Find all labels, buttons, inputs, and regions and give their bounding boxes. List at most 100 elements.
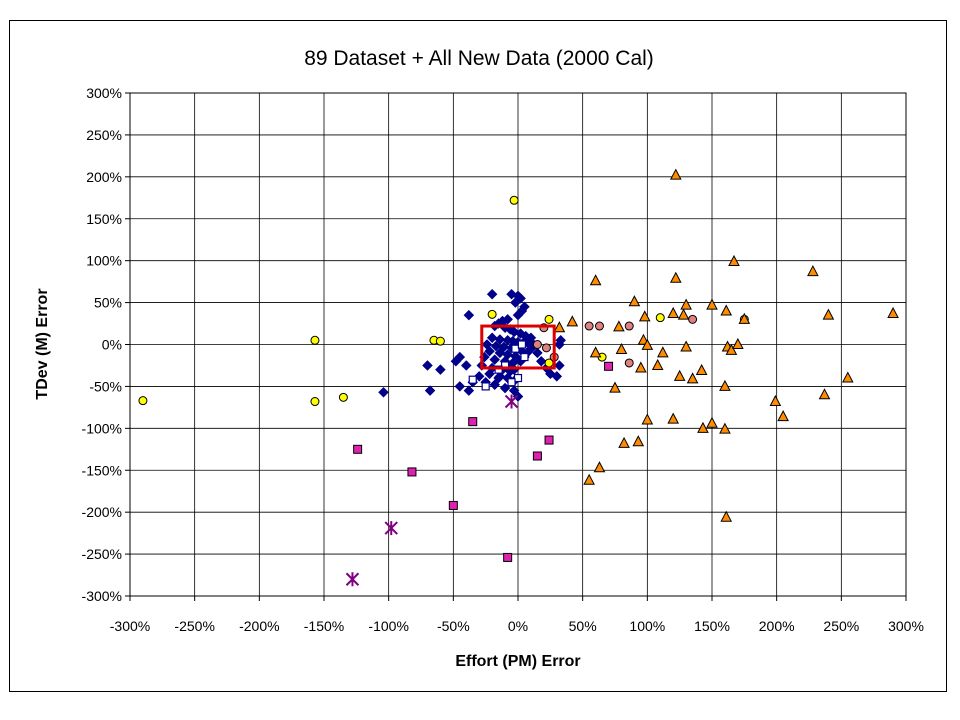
x-tick-label: -150% bbox=[304, 618, 344, 634]
data-point-diamond bbox=[512, 391, 524, 402]
data-point-open-square bbox=[494, 365, 503, 374]
data-point-triangle bbox=[593, 461, 606, 473]
data-point-triangle bbox=[628, 295, 641, 307]
data-point-circle bbox=[541, 343, 551, 353]
data-point-triangle bbox=[609, 381, 621, 393]
data-point-circle bbox=[138, 396, 148, 406]
data-point-triangle bbox=[566, 315, 579, 327]
data-point-triangle bbox=[589, 274, 602, 286]
y-tick-label: -100% bbox=[82, 420, 122, 436]
data-point-diamond bbox=[424, 385, 436, 396]
data-point-triangle bbox=[669, 271, 682, 283]
data-point-diamond bbox=[463, 385, 475, 396]
y-tick-label: -300% bbox=[82, 588, 122, 604]
data-point-triangle bbox=[719, 422, 731, 434]
data-point-diamond bbox=[554, 360, 565, 371]
y-tick-label: 150% bbox=[86, 211, 122, 227]
data-point-diamond bbox=[435, 364, 446, 376]
data-point-diamond bbox=[454, 381, 466, 392]
x-tick-label: 250% bbox=[823, 618, 859, 634]
data-point-triangle bbox=[667, 306, 680, 318]
data-point-circle bbox=[594, 321, 604, 331]
data-point-triangle bbox=[697, 421, 709, 433]
data-point-diamond bbox=[512, 290, 524, 302]
data-point-open-square bbox=[468, 375, 477, 384]
data-point-triangle bbox=[553, 321, 566, 333]
data-point-triangle bbox=[720, 510, 733, 522]
data-point-star bbox=[345, 572, 360, 587]
data-point-open-square bbox=[511, 344, 520, 353]
data-point-triangle bbox=[613, 320, 625, 332]
data-point-triangle bbox=[657, 346, 669, 358]
y-tick-label: 250% bbox=[86, 127, 122, 143]
data-point-square bbox=[407, 467, 417, 477]
data-point-diamond bbox=[460, 360, 472, 371]
y-tick-label: 200% bbox=[86, 169, 122, 185]
data-point-triangle bbox=[641, 413, 654, 425]
data-point-diamond bbox=[450, 355, 462, 367]
data-point-circle bbox=[544, 314, 554, 324]
data-point-triangle bbox=[669, 168, 682, 180]
data-point-circle bbox=[532, 340, 542, 349]
data-point-triangle bbox=[615, 342, 628, 355]
data-point-triangle bbox=[686, 372, 699, 384]
y-tick-label: -50% bbox=[89, 378, 122, 394]
data-point-open-square bbox=[517, 340, 526, 349]
highlight-box bbox=[480, 324, 556, 370]
data-point-diamond bbox=[494, 334, 506, 345]
y-axis-title: TDev (M) Error bbox=[34, 288, 51, 399]
data-point-triangle bbox=[651, 358, 664, 370]
data-point-diamond bbox=[484, 345, 495, 357]
data-point-triangle bbox=[589, 346, 602, 358]
data-point-open-square bbox=[507, 378, 516, 387]
data-point-triangle bbox=[695, 363, 708, 375]
data-point-triangle bbox=[769, 394, 782, 407]
y-tick-label: -250% bbox=[82, 546, 122, 562]
data-point-square bbox=[468, 417, 478, 427]
data-point-circle bbox=[310, 397, 320, 407]
y-tick-labels: 300% 250% 200% 150% 100% 50% 0% -50% -100% -150% -… bbox=[82, 85, 122, 604]
data-point-diamond bbox=[551, 371, 563, 382]
data-point-triangle bbox=[638, 310, 651, 322]
x-tick-label: -250% bbox=[174, 618, 214, 634]
data-point-triangle bbox=[732, 337, 744, 349]
data-point-triangle bbox=[583, 473, 595, 485]
x-tick-label: 100% bbox=[629, 618, 665, 634]
data-point-circle bbox=[338, 392, 348, 402]
data-point-triangle bbox=[841, 371, 854, 383]
data-point-triangle bbox=[818, 388, 831, 400]
data-point-circle bbox=[655, 313, 665, 323]
data-point-triangle bbox=[667, 412, 680, 424]
y-tick-label: -150% bbox=[82, 462, 122, 478]
data-point-triangle bbox=[807, 264, 819, 277]
data-point-diamond bbox=[463, 309, 475, 321]
data-points bbox=[138, 168, 899, 587]
data-point-triangle bbox=[677, 308, 690, 320]
y-tick-label: 50% bbox=[94, 295, 122, 311]
data-point-diamond bbox=[512, 309, 524, 321]
x-tick-label: 50% bbox=[569, 618, 597, 634]
data-point-triangle bbox=[728, 254, 740, 267]
data-point-circle bbox=[435, 336, 445, 346]
data-point-triangle bbox=[719, 379, 731, 391]
data-point-diamond bbox=[493, 372, 504, 384]
y-tick-label: 300% bbox=[86, 85, 122, 101]
data-point-star bbox=[384, 521, 398, 536]
x-tick-label: 0% bbox=[508, 618, 528, 634]
highlight-box-group bbox=[480, 324, 556, 370]
data-point-diamond bbox=[484, 368, 495, 380]
y-tick-label: -200% bbox=[82, 504, 122, 520]
data-point-triangle bbox=[632, 435, 645, 447]
data-point-square bbox=[353, 444, 363, 454]
data-point-circle bbox=[624, 321, 634, 331]
data-point-square bbox=[503, 552, 513, 562]
data-point-triangle bbox=[680, 298, 692, 310]
data-point-diamond bbox=[535, 355, 547, 367]
data-point-triangle bbox=[680, 340, 692, 352]
data-point-triangle bbox=[706, 416, 718, 428]
y-tick-label: 100% bbox=[86, 253, 122, 269]
data-point-square bbox=[604, 361, 614, 371]
data-point-diamond bbox=[422, 360, 433, 371]
chart-title: 89 Dataset + All New Data (2000 Cal) bbox=[304, 47, 654, 70]
